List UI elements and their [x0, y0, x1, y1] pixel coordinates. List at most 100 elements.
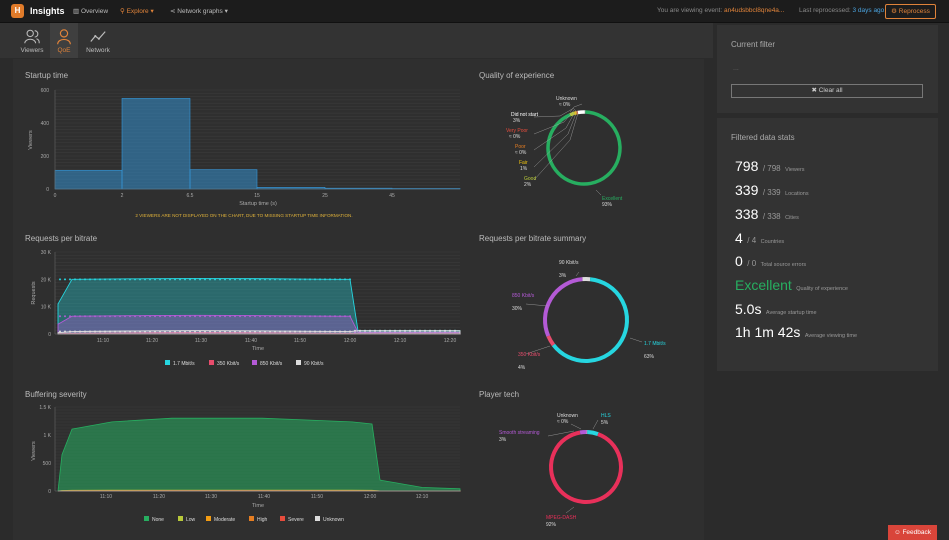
bitrate-summary-label-90: 90 Kbit/s: [559, 260, 579, 266]
player-tech-segment[interactable]: [579, 430, 587, 435]
startup-bar[interactable]: [189, 169, 258, 190]
last-reprocessed: Last reprocessed: 3 days ago: [799, 7, 885, 14]
tab-viewers[interactable]: Viewers: [16, 23, 48, 58]
reprocess-button[interactable]: ⚙ Reprocess: [885, 4, 936, 19]
bitrate-point: [379, 331, 381, 334]
qoe-segment[interactable]: [577, 110, 585, 115]
bitrate-point: [319, 330, 321, 333]
qoe-value-poor: ≈ 0%: [515, 150, 527, 156]
legend-label[interactable]: High: [257, 517, 268, 523]
bitrate-point: [214, 315, 216, 318]
qoe-donut-chart[interactable]: Unknown ≈ 0% Did not start 3% Very Poor …: [478, 82, 698, 222]
startup-bar[interactable]: [54, 170, 123, 190]
requests-per-bitrate-chart[interactable]: 0 10 K 20 K 30 K 11:10 11:20 11:30 11:40 11:50 1…: [22, 246, 467, 370]
startup-time-chart[interactable]: 0 200 400 600 0 2 6.5 15 25 45 Viewers Startup t…: [22, 82, 467, 222]
bitrate-point: [384, 329, 386, 332]
bitrate-point: [319, 315, 321, 318]
legend-swatch: [178, 516, 183, 521]
legend-label[interactable]: 850 Kbit/s: [260, 361, 283, 367]
bitrate-point: [189, 315, 191, 318]
app-logo[interactable]: H: [11, 4, 24, 18]
bitrate-point: [74, 315, 76, 318]
qoe-segment[interactable]: [546, 110, 622, 186]
bitrate-point: [299, 278, 301, 281]
qoe-value-excellent: 93%: [602, 202, 613, 208]
legend-swatch: [252, 360, 257, 365]
bitrate-point: [119, 315, 121, 318]
legend-label[interactable]: Unknown: [323, 517, 344, 523]
bitrate-point: [109, 330, 111, 333]
bitrate-ytick: 10 K: [41, 305, 52, 311]
nav-explore[interactable]: ⚲ Explore ▾: [120, 8, 154, 15]
player-tech-segment[interactable]: [549, 430, 623, 504]
app-title[interactable]: Insights: [30, 6, 65, 16]
bitrate-point: [109, 278, 111, 281]
bitrate-point: [159, 278, 161, 281]
filtered-stats-title: Filtered data stats: [731, 133, 795, 142]
bitrate-point: [344, 278, 346, 281]
buffering-xtick: 11:40: [258, 494, 270, 500]
startup-bar[interactable]: [121, 98, 191, 190]
bitrate-summary-segment[interactable]: [543, 277, 583, 337]
bitrate-point: [169, 278, 171, 281]
bitrate-point: [109, 315, 111, 318]
startup-xtick: 0: [54, 193, 57, 199]
bitrate-point: [99, 278, 101, 281]
bitrate-point: [229, 278, 231, 281]
legend-label[interactable]: Low: [186, 517, 196, 523]
close-icon: ✖: [811, 87, 817, 94]
legend-label[interactable]: 1.7 Mbit/s: [173, 361, 195, 367]
bitrate-point: [69, 315, 71, 318]
legend-label[interactable]: None: [152, 517, 164, 523]
bitrate-point: [79, 315, 81, 318]
legend-label[interactable]: Moderate: [214, 517, 235, 523]
clear-all-button[interactable]: ✖ Clear all: [731, 84, 923, 98]
legend-label[interactable]: Severe: [288, 517, 304, 523]
qoe-value-good: 2%: [524, 182, 532, 188]
legend-label[interactable]: 350 Kbit/s: [217, 361, 240, 367]
bitrate-point: [339, 278, 341, 281]
bitrate-xtick: 12:00: [344, 338, 357, 344]
bitrate-point: [164, 330, 166, 333]
event-id-link[interactable]: an4udsbbcl8qne4a...: [723, 7, 785, 14]
nav-overview[interactable]: ▥ Overview: [73, 8, 109, 15]
bitrate-point: [294, 278, 296, 281]
player-tech-title: Player tech: [479, 390, 520, 399]
buffering-series-0[interactable]: [57, 417, 461, 492]
bitrate-point: [194, 315, 196, 318]
startup-xtick: 25: [322, 193, 328, 199]
filtered-stats-panel: Filtered data stats 798 / 798 Viewers 33…: [717, 118, 938, 371]
legend-label[interactable]: 90 Kbit/s: [304, 361, 324, 367]
bitrate-point: [299, 330, 301, 333]
bitrate-point: [124, 315, 126, 318]
buffering-xtick: 12:10: [416, 494, 429, 500]
bitrate-point: [149, 315, 151, 318]
player-tech-donut-chart[interactable]: Unknown ≈ 0% HLS 5% Smooth streaming 3% …: [478, 401, 698, 537]
bitrate-point: [64, 278, 66, 281]
qoe-label-did-not-start: Did not start: [511, 112, 539, 118]
buffering-severity-chart[interactable]: 0 500 1 K 1.5 K 11:10 11:20 11:30 11:40 11:50 12…: [22, 401, 467, 529]
bitrate-point: [194, 330, 196, 333]
bitrate-xtick: 12:10: [394, 338, 407, 344]
bitrate-point: [419, 331, 421, 334]
bitrate-point: [234, 330, 236, 333]
player-tech-segment[interactable]: [587, 430, 599, 437]
bitrate-point: [394, 331, 396, 334]
tab-qoe[interactable]: QoE: [50, 23, 78, 58]
bitrate-xtick: 11:10: [97, 338, 109, 344]
nav-network-graphs[interactable]: ⋖ Network graphs ▾: [170, 8, 228, 15]
bitrate-point: [264, 315, 266, 318]
bitrate-summary-segment[interactable]: [546, 335, 556, 347]
caret-down-icon: ▾: [150, 8, 154, 15]
feedback-button[interactable]: ☺ Feedback: [888, 525, 937, 540]
bitrate-xtick: 11:20: [146, 338, 158, 344]
bitrate-summary-value-850: 30%: [512, 306, 523, 312]
bitrate-summary-donut-chart[interactable]: 90 Kbit/s 3% 850 Kbit/s 30% 350 Kbit/s 4…: [478, 246, 698, 386]
bitrate-point: [194, 278, 196, 281]
bitrate-point: [379, 329, 381, 332]
tab-network[interactable]: Network: [84, 23, 112, 58]
bitrate-point: [454, 329, 456, 332]
bitrate-point: [399, 331, 401, 334]
buffering-ytick: 1 K: [43, 433, 51, 439]
bitrate-summary-segment[interactable]: [551, 277, 629, 363]
